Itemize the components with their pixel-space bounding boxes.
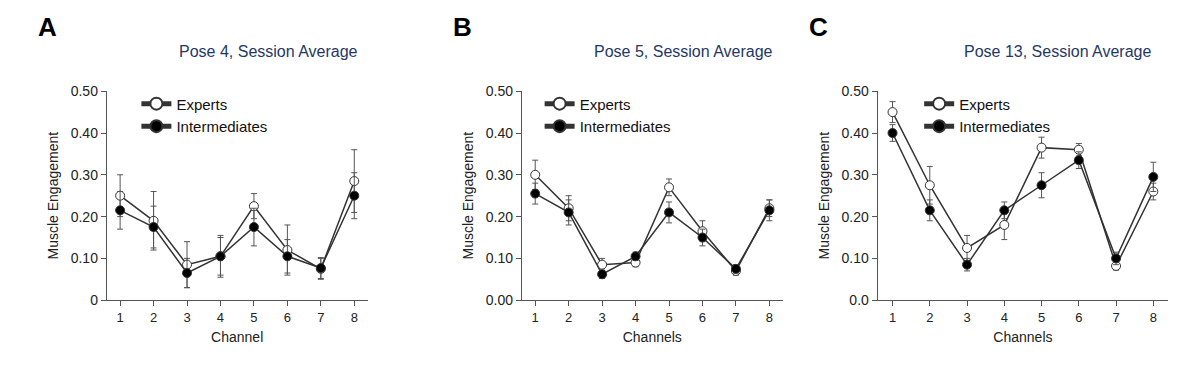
svg-text:8: 8 xyxy=(1150,310,1157,325)
svg-text:2: 2 xyxy=(565,310,572,325)
svg-text:0.30: 0.30 xyxy=(842,167,869,183)
svg-text:Intermediates: Intermediates xyxy=(176,118,267,135)
svg-text:4: 4 xyxy=(217,310,224,325)
svg-text:0.20: 0.20 xyxy=(486,209,513,225)
svg-text:0.30: 0.30 xyxy=(71,167,98,183)
svg-text:3: 3 xyxy=(183,310,190,325)
svg-text:8: 8 xyxy=(351,310,358,325)
svg-text:7: 7 xyxy=(317,310,324,325)
svg-text:1: 1 xyxy=(532,310,539,325)
svg-text:Pose 13, Session Average: Pose 13, Session Average xyxy=(964,43,1151,60)
svg-text:0.00: 0.00 xyxy=(486,292,513,308)
svg-text:5: 5 xyxy=(1038,310,1045,325)
svg-text:Pose 5, Session Average: Pose 5, Session Average xyxy=(594,43,773,60)
svg-text:7: 7 xyxy=(1112,310,1119,325)
svg-text:C: C xyxy=(809,12,828,42)
svg-text:6: 6 xyxy=(1075,310,1082,325)
svg-text:2: 2 xyxy=(926,310,933,325)
svg-text:7: 7 xyxy=(732,310,739,325)
svg-text:0.10: 0.10 xyxy=(842,250,869,266)
svg-text:0.0: 0.0 xyxy=(849,292,869,308)
svg-text:0.40: 0.40 xyxy=(71,125,98,141)
svg-text:Experts: Experts xyxy=(176,96,227,113)
svg-text:Experts: Experts xyxy=(959,96,1010,113)
svg-text:3: 3 xyxy=(599,310,606,325)
svg-text:Intermediates: Intermediates xyxy=(959,118,1050,135)
svg-text:0.50: 0.50 xyxy=(486,83,513,99)
svg-text:0.50: 0.50 xyxy=(71,83,98,99)
svg-text:0.10: 0.10 xyxy=(486,250,513,266)
svg-text:0.30: 0.30 xyxy=(486,167,513,183)
svg-text:Pose 4, Session Average: Pose 4, Session Average xyxy=(179,43,358,60)
svg-text:6: 6 xyxy=(284,310,291,325)
svg-text:0.10: 0.10 xyxy=(71,250,98,266)
svg-text:4: 4 xyxy=(632,310,639,325)
svg-text:2: 2 xyxy=(150,310,157,325)
svg-text:0.20: 0.20 xyxy=(71,209,98,225)
svg-text:6: 6 xyxy=(699,310,706,325)
svg-text:4: 4 xyxy=(1001,310,1008,325)
svg-text:Channel: Channel xyxy=(211,329,263,345)
svg-text:B: B xyxy=(453,12,472,42)
svg-text:3: 3 xyxy=(963,310,970,325)
svg-text:Channels: Channels xyxy=(623,329,682,345)
svg-text:Muscle Engagement: Muscle Engagement xyxy=(460,132,476,260)
svg-text:5: 5 xyxy=(250,310,257,325)
svg-text:0.40: 0.40 xyxy=(486,125,513,141)
svg-text:8: 8 xyxy=(766,310,773,325)
svg-text:0.40: 0.40 xyxy=(842,125,869,141)
svg-text:Channels: Channels xyxy=(993,329,1052,345)
svg-text:A: A xyxy=(38,12,57,42)
svg-text:1: 1 xyxy=(889,310,896,325)
svg-text:Intermediates: Intermediates xyxy=(580,118,671,135)
svg-text:0.20: 0.20 xyxy=(842,209,869,225)
svg-text:5: 5 xyxy=(665,310,672,325)
svg-text:Experts: Experts xyxy=(580,96,631,113)
svg-text:0: 0 xyxy=(90,292,98,308)
svg-text:1: 1 xyxy=(117,310,124,325)
svg-text:0.50: 0.50 xyxy=(842,83,869,99)
svg-text:Muscle Engagement: Muscle Engagement xyxy=(45,132,61,260)
svg-text:Muscle Engagement: Muscle Engagement xyxy=(816,132,832,260)
